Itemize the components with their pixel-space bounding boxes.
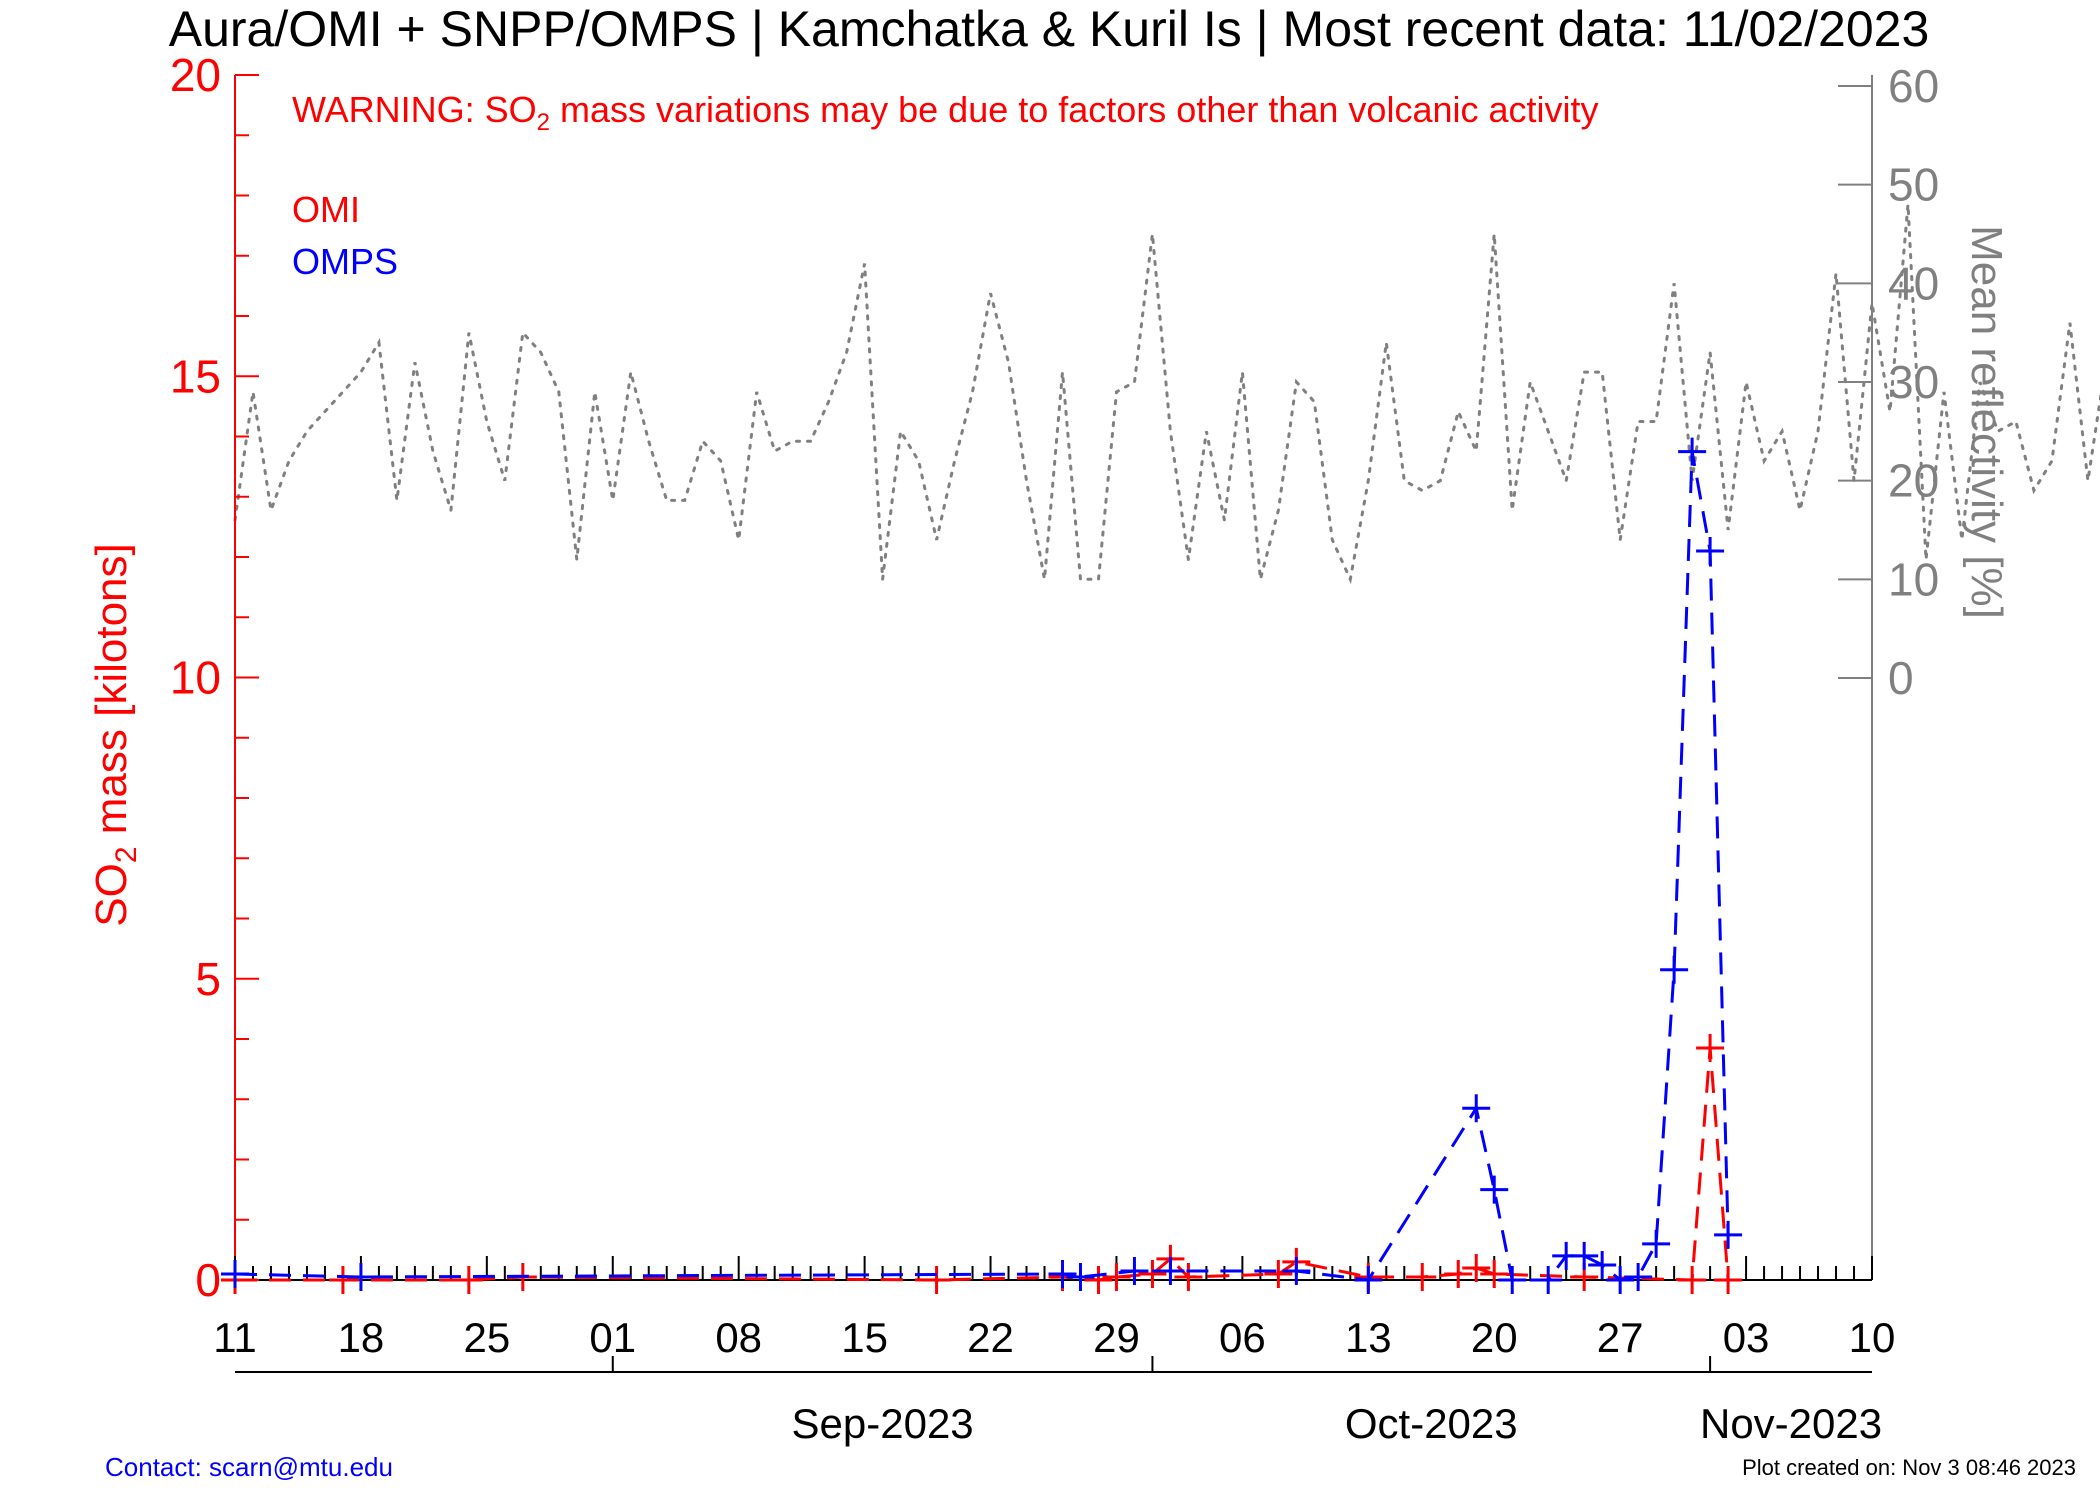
omps-point: [1570, 1241, 1599, 1270]
x-tick-label: 08: [715, 1314, 762, 1361]
omi-point: [1138, 1259, 1167, 1288]
omps-point: [1480, 1175, 1509, 1204]
omps-point: [1354, 1266, 1383, 1294]
omi-point: [454, 1266, 483, 1294]
omi-point: [1696, 1034, 1725, 1063]
x-tick-label: 22: [967, 1314, 1014, 1361]
omps-point: [1660, 955, 1689, 984]
omi-point: [1462, 1253, 1491, 1282]
omps-point: [346, 1262, 375, 1291]
x-tick-label: 01: [589, 1314, 636, 1361]
axes: 0 5 10 15 20 0 10 20 30 40 50 60 11 18 25 01 08 15 22 29 06 1…: [170, 49, 1939, 1447]
omps-point: [221, 1259, 249, 1288]
y-left-tick-label: 10: [170, 652, 221, 704]
reflectivity-series: [233, 204, 2100, 585]
omps-point: [1624, 1262, 1653, 1291]
omi-point: [1264, 1259, 1293, 1288]
omi-point: [1480, 1259, 1509, 1288]
omps-point: [1156, 1256, 1185, 1285]
warning-subscript: 2: [537, 109, 550, 136]
x-tick-label: 15: [841, 1314, 888, 1361]
month-label: Oct-2023: [1345, 1400, 1518, 1447]
x-tick-label: 18: [338, 1314, 385, 1361]
omps-point: [1606, 1266, 1635, 1294]
x-tick-label: 10: [1849, 1314, 1896, 1361]
omps-point: [1642, 1229, 1671, 1258]
x-tick-label: 13: [1345, 1314, 1392, 1361]
month-label: Nov-2023: [1700, 1400, 1882, 1447]
omi-series: [221, 1034, 1743, 1294]
omi-point: [1102, 1262, 1131, 1291]
y-right-tick-label: 40: [1888, 257, 1939, 309]
omps-point: [1048, 1259, 1077, 1288]
legend-omps: OMPS: [292, 241, 398, 282]
omi-point: [1408, 1262, 1437, 1291]
omi-point: [1174, 1262, 1203, 1291]
omps-line: [234, 451, 1730, 1282]
x-tick-label: 20: [1471, 1314, 1518, 1361]
omi-point: [1084, 1266, 1113, 1294]
plot-created-timestamp: Plot created on: Nov 3 08:46 2023: [1742, 1455, 2076, 1480]
omi-point: [1714, 1266, 1743, 1294]
omi-point: [1678, 1266, 1707, 1294]
omi-point: [922, 1266, 951, 1294]
omi-point: [1444, 1259, 1473, 1288]
omps-point: [1678, 437, 1707, 466]
y-label-subscript: 2: [110, 846, 143, 863]
y-right-tick-label: 0: [1888, 652, 1914, 704]
month-label: Sep-2023: [792, 1400, 974, 1447]
omps-point: [1120, 1256, 1149, 1285]
omi-point: [328, 1266, 357, 1294]
y-left-tick-label: 0: [195, 1254, 221, 1306]
y-left-tick-label: 20: [170, 49, 221, 101]
omps-series: [221, 437, 1743, 1294]
omps-point: [1498, 1266, 1527, 1294]
y-axis-right-label: Mean reflectivity [%]: [1962, 225, 2011, 619]
omps-point: [1534, 1266, 1563, 1294]
reflectivity-line: [233, 204, 2100, 585]
x-tick-label: 06: [1219, 1314, 1266, 1361]
omps-point: [1588, 1250, 1617, 1279]
x-tick-label: 27: [1597, 1314, 1644, 1361]
warning-text: WARNING: SO2 mass variations may be due …: [292, 89, 1599, 136]
omps-point: [1714, 1220, 1743, 1249]
chart-title: Aura/OMI + SNPP/OMPS | Kamchatka & Kuril…: [169, 1, 1930, 57]
warning-suffix: mass variations may be due to factors ot…: [550, 89, 1598, 130]
warning-prefix: WARNING: SO: [292, 89, 537, 130]
x-tick-label: 03: [1723, 1314, 1770, 1361]
y-right-tick-label: 10: [1888, 553, 1939, 605]
y-label-prefix: SO: [87, 863, 136, 927]
omps-point: [1696, 536, 1725, 565]
x-tick-label: 25: [463, 1314, 510, 1361]
omps-point: [1462, 1094, 1491, 1123]
contact-email[interactable]: Contact: scarn@mtu.edu: [105, 1452, 393, 1482]
y-right-tick-label: 20: [1888, 455, 1939, 507]
y-left-tick-label: 15: [170, 350, 221, 402]
y-right-tick-label: 60: [1888, 60, 1939, 112]
legend-omi: OMI: [292, 189, 360, 230]
omps-point: [1282, 1256, 1311, 1285]
x-tick-label: 29: [1093, 1314, 1140, 1361]
y-right-tick-label: 30: [1888, 356, 1939, 408]
y-label-suffix: mass [kilotons]: [87, 543, 136, 846]
y-right-tick-label: 50: [1888, 159, 1939, 211]
omps-point: [1066, 1262, 1095, 1291]
y-left-tick-label: 5: [195, 953, 221, 1005]
x-tick-label: 11: [213, 1314, 257, 1361]
omi-line: [235, 1047, 1730, 1282]
y-axis-left-label: SO2 mass [kilotons]: [87, 543, 143, 926]
